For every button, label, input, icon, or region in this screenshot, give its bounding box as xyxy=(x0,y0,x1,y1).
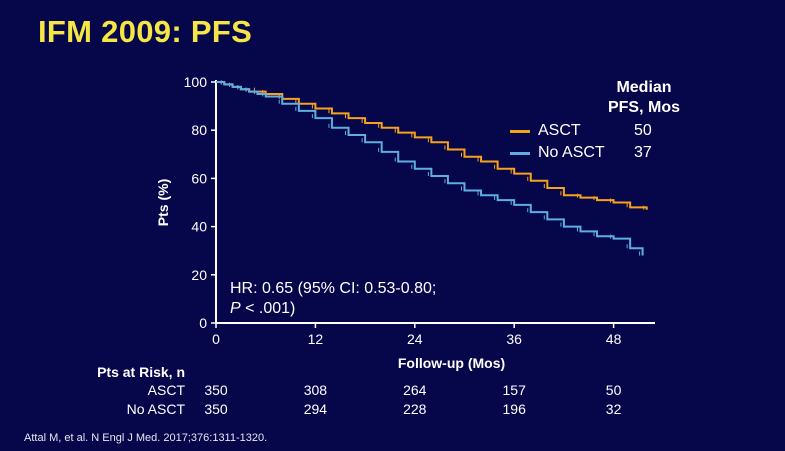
legend-header-line2: PFS, Mos xyxy=(607,99,680,116)
y-tick-label: 0 xyxy=(199,315,207,331)
p-value-text: P < .001) xyxy=(230,299,436,319)
risk-value: 264 xyxy=(403,382,427,398)
x-tick-label: 36 xyxy=(506,331,522,347)
risk-value: 32 xyxy=(605,401,622,417)
legend-header: Median PFS, Mos xyxy=(598,78,690,118)
risk-value: 228 xyxy=(403,401,427,417)
x-tick-label: 0 xyxy=(212,331,220,347)
chart-axes: 0 20 40 60 80 100 0 12 24 36 48 Follow-up (Mos) Pts … xyxy=(155,74,655,371)
hazard-ratio-annotation: HR: 0.65 (95% CI: 0.53-0.80; P < .001) xyxy=(230,279,436,319)
risk-value: 294 xyxy=(303,401,328,417)
km-curve-asct xyxy=(216,81,648,210)
risk-value: 350 xyxy=(204,401,228,417)
y-tick-label: 60 xyxy=(191,170,207,186)
risk-table-title: Pts at Risk, n xyxy=(97,364,185,380)
legend-label-asct: ASCT xyxy=(538,122,581,139)
x-tick-label: 48 xyxy=(606,331,622,347)
slide-title: IFM 2009: PFS xyxy=(38,14,253,49)
x-axis-title: Follow-up (Mos) xyxy=(398,355,505,371)
chart-curves xyxy=(216,80,648,256)
legend-median-asct: 50 xyxy=(634,122,652,139)
x-tick-label: 12 xyxy=(308,331,324,347)
risk-row-label-asct: ASCT xyxy=(147,382,185,398)
legend-median-no-asct: 37 xyxy=(634,144,652,161)
risk-value: 350 xyxy=(204,382,228,398)
risk-row-label-no-asct: No ASCT xyxy=(126,401,185,417)
y-axis-title: Pts (%) xyxy=(155,179,171,226)
y-tick-label: 80 xyxy=(191,122,207,138)
p-label: P xyxy=(230,300,241,317)
y-tick-label: 40 xyxy=(191,219,207,235)
citation: Attal M, et al. N Engl J Med. 2017;376:1… xyxy=(24,432,268,444)
p-value: < .001) xyxy=(240,300,296,317)
legend-header-line1: Median xyxy=(616,79,672,96)
legend-swatch-asct xyxy=(510,130,530,133)
risk-value: 308 xyxy=(303,382,328,398)
km-curve-no-asct xyxy=(216,81,644,256)
y-tick-label: 100 xyxy=(184,74,208,90)
y-tick-label: 20 xyxy=(191,267,207,283)
risk-value: 196 xyxy=(502,401,526,417)
risk-value: 157 xyxy=(502,382,526,398)
x-tick-label: 24 xyxy=(407,331,423,347)
risk-value: 50 xyxy=(605,382,622,398)
legend-swatch-no-asct xyxy=(510,152,530,155)
hr-text: HR: 0.65 (95% CI: 0.53-0.80; xyxy=(230,280,437,297)
legend-label-no-asct: No ASCT xyxy=(538,144,605,161)
